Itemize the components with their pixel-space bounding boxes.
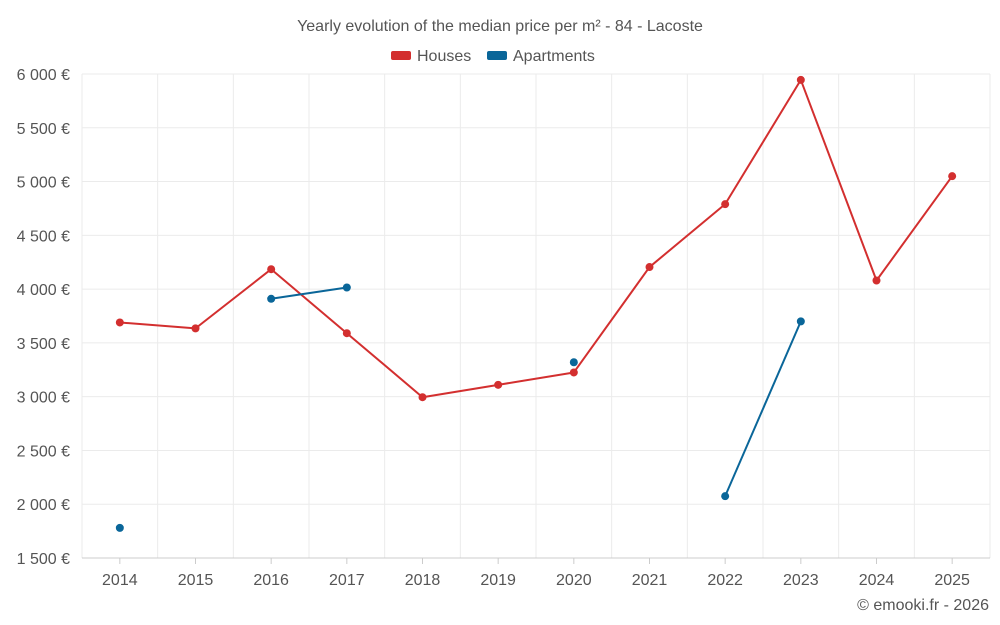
series-line-apartments xyxy=(724,320,802,497)
data-point-houses[interactable] xyxy=(721,200,730,209)
chart-title: Yearly evolution of the median price per… xyxy=(297,18,703,35)
data-point-apartments[interactable] xyxy=(342,283,351,292)
x-tick-label: 2024 xyxy=(859,572,895,589)
y-tick-label: 5 000 € xyxy=(17,175,70,192)
x-tick-label: 2018 xyxy=(405,572,441,589)
x-tick-label: 2020 xyxy=(556,572,592,589)
series xyxy=(115,75,957,532)
data-point-houses[interactable] xyxy=(948,172,957,181)
x-tick-label: 2021 xyxy=(632,572,668,589)
data-point-houses[interactable] xyxy=(645,263,654,272)
data-point-apartments[interactable] xyxy=(115,523,124,532)
y-tick-label: 2 500 € xyxy=(17,443,70,460)
x-tick-label: 2023 xyxy=(783,572,819,589)
axes: 1 500 € 2 000 € 2 500 € 3 000 € 3 500 € 4 000… xyxy=(17,67,970,589)
data-point-houses[interactable] xyxy=(569,368,578,377)
x-tick-label: 2019 xyxy=(480,572,516,589)
x-tick-label: 2015 xyxy=(178,572,214,589)
y-tick-label: 3 500 € xyxy=(17,336,70,353)
series-line-houses xyxy=(119,78,953,399)
x-tick-label: 2016 xyxy=(253,572,289,589)
legend[interactable]: Houses Apartments xyxy=(391,48,595,65)
grid xyxy=(81,73,991,559)
x-tick-label: 2017 xyxy=(329,572,365,589)
credit-text: © emooki.fr - 2026 xyxy=(857,597,989,614)
y-tick-label: 3 000 € xyxy=(17,390,70,407)
x-tick-label: 2014 xyxy=(102,572,138,589)
legend-label-houses[interactable]: Houses xyxy=(417,48,471,65)
data-point-houses[interactable] xyxy=(267,265,276,274)
data-point-apartments[interactable] xyxy=(796,317,805,326)
legend-swatch-houses xyxy=(391,51,411,60)
y-tick-label: 4 000 € xyxy=(17,282,70,299)
data-point-houses[interactable] xyxy=(418,393,427,402)
data-point-houses[interactable] xyxy=(494,380,503,389)
data-point-apartments[interactable] xyxy=(569,358,578,367)
legend-swatch-apartments xyxy=(487,51,507,60)
x-tick-label: 2025 xyxy=(934,572,970,589)
data-point-houses[interactable] xyxy=(796,75,805,84)
y-tick-label: 4 500 € xyxy=(17,228,70,245)
series-line-apartments xyxy=(271,286,347,300)
data-point-houses[interactable] xyxy=(872,276,881,285)
y-tick-label: 6 000 € xyxy=(17,67,70,84)
x-tick-label: 2022 xyxy=(707,572,743,589)
data-point-houses[interactable] xyxy=(191,324,200,333)
data-point-houses[interactable] xyxy=(342,329,351,338)
y-tick-label: 5 500 € xyxy=(17,121,70,138)
data-point-houses[interactable] xyxy=(115,318,124,327)
y-tick-label: 1 500 € xyxy=(17,551,70,568)
legend-label-apartments[interactable]: Apartments xyxy=(513,48,595,65)
data-point-apartments[interactable] xyxy=(721,492,730,501)
y-tick-label: 2 000 € xyxy=(17,497,70,514)
data-point-apartments[interactable] xyxy=(267,294,276,303)
